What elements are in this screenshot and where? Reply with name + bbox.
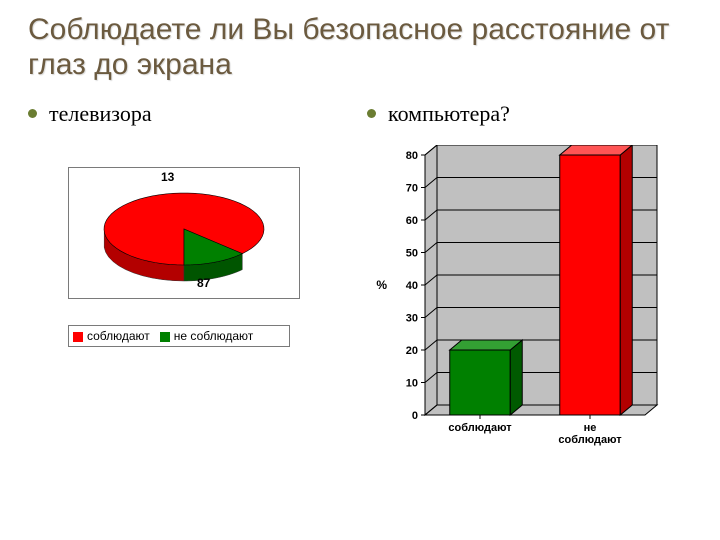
svg-text:соблюдают: соблюдают: [448, 422, 512, 434]
columns: телевизора 8713 соблюдаютне соблюдают ко…: [28, 101, 692, 475]
svg-text:0: 0: [412, 410, 418, 422]
pie-datalabel: 13: [161, 170, 174, 184]
legend-swatch-icon: [73, 332, 83, 342]
right-column: компьютера? 01020304050607080%соблюдаютн…: [367, 101, 692, 475]
pie-legend: соблюдают не соблюдают: [68, 325, 290, 347]
svg-text:80: 80: [406, 150, 418, 162]
svg-text:30: 30: [406, 312, 418, 324]
svg-text:50: 50: [406, 247, 418, 259]
slide: Соблюдаете ли Вы безопасное расстояние о…: [0, 0, 720, 540]
bar-chart-frame: 01020304050607080%соблюдаютнесоблюдают: [367, 145, 667, 475]
legend-label: не соблюдают: [174, 329, 253, 343]
legend-item: не соблюдают: [160, 329, 253, 343]
svg-text:%: %: [376, 278, 387, 292]
bar-chart-svg: 01020304050607080%соблюдаютнесоблюдают: [367, 145, 667, 475]
legend-swatch-icon: [160, 332, 170, 342]
svg-text:10: 10: [406, 377, 418, 389]
svg-text:60: 60: [406, 215, 418, 227]
right-bullet-text: компьютера?: [388, 101, 510, 127]
pie-chart-svg: [69, 168, 299, 298]
svg-text:40: 40: [406, 280, 418, 292]
left-bullet-line: телевизора: [28, 101, 353, 127]
slide-title: Соблюдаете ли Вы безопасное расстояние о…: [28, 12, 692, 83]
svg-text:70: 70: [406, 182, 418, 194]
legend-item: соблюдают: [73, 329, 150, 343]
svg-text:не: не: [584, 422, 597, 434]
left-bullet-text: телевизора: [49, 101, 152, 127]
svg-text:соблюдают: соблюдают: [558, 434, 622, 446]
left-column: телевизора 87 13 соблюдают не соблюдают: [28, 101, 353, 475]
bullet-dot-icon: [28, 109, 37, 118]
svg-text:20: 20: [406, 345, 418, 357]
pie-datalabel: 87: [197, 276, 210, 290]
legend-label: соблюдают: [87, 329, 150, 343]
right-bullet-line: компьютера?: [367, 101, 692, 127]
pie-chart-frame: 87 13: [68, 167, 300, 299]
pie-chart-container: 87 13 соблюдают не соблюдают: [28, 137, 353, 347]
bullet-dot-icon: [367, 109, 376, 118]
